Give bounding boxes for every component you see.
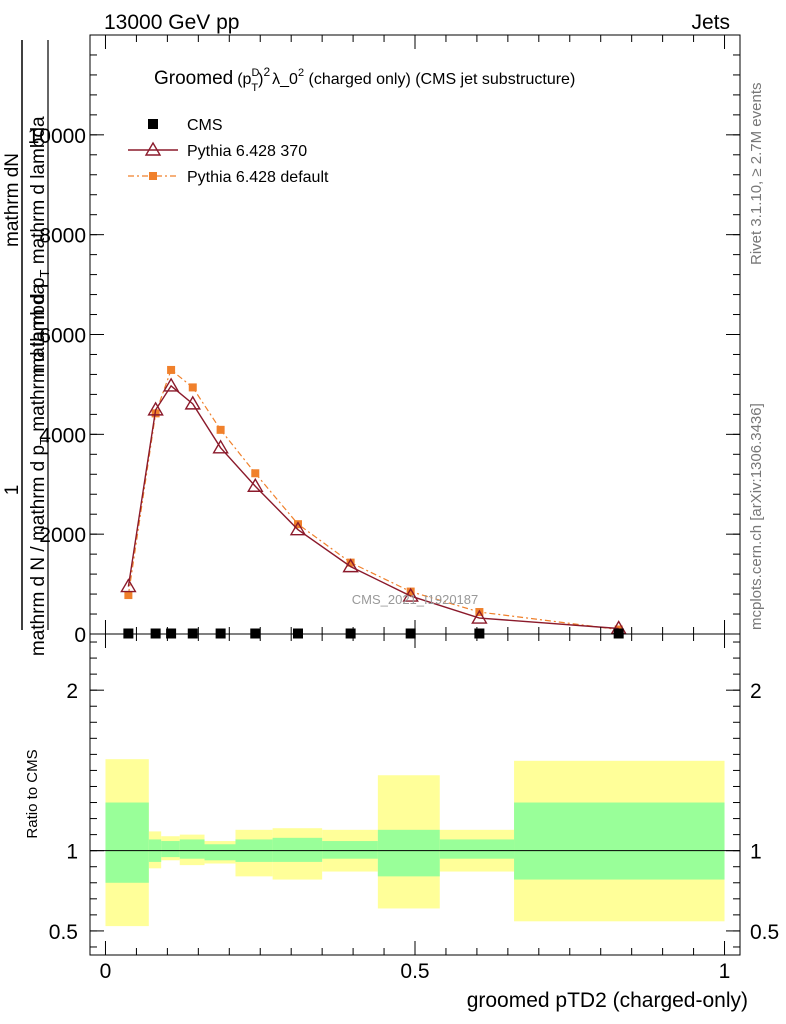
y-label-bottom: mathrm d N / mathrm d pT mathrm d lambda [28, 283, 52, 656]
legend-cms-marker [148, 119, 158, 129]
ratio-inner-band [179, 839, 205, 859]
mcplots-note: mcplots.cern.ch [arXiv:1306.3436] [748, 403, 765, 630]
series-pythia-default-point [251, 469, 260, 478]
series-pythia-default-point [188, 383, 197, 392]
series-pythia-370-point [342, 558, 359, 573]
ratio-y-tick-label-right: 0.5 [750, 921, 779, 944]
y-tick-label: 0 [74, 624, 86, 647]
legend-pdef-marker [149, 172, 157, 180]
legend-pdef-label: Pythia 6.428 default [187, 169, 329, 186]
ratio-inner-band [204, 844, 236, 861]
series-pythia-default-point [294, 520, 302, 529]
y-label-one: 1 [2, 485, 23, 496]
series-pythia-default-point [167, 365, 176, 374]
x-axis-label: groomed pTD2 (charged-only) [467, 989, 748, 1012]
energy-label: 13000 GeV pp [104, 11, 239, 34]
y-label-dN: mathrm dN [2, 153, 23, 247]
series-pythia-370-point [289, 521, 307, 536]
series-pythia-default-line [127, 368, 619, 631]
y-tick-label: 4000 [39, 424, 86, 447]
legend: CMS Pythia 6.428 370 Pythia 6.428 defaul… [128, 117, 329, 186]
y-label-top: mathrm d pT mathrm d lambda [28, 116, 52, 374]
series-pythia-370-point [247, 477, 264, 492]
ratio-y-tick-label: 2 [66, 680, 78, 703]
series-pythia-default-point [406, 587, 415, 596]
legend-p370-marker [144, 141, 162, 156]
rivet-note: Rivet 3.1.10, ≥ 2.7M events [748, 83, 765, 266]
x-tick-label: 1 [719, 960, 731, 983]
legend-cms-label: CMS [187, 117, 223, 134]
series-pythia-default-point [216, 425, 225, 434]
ratio-y-tick-label: 1 [66, 841, 78, 864]
jets-label: Jets [691, 11, 730, 34]
ratio-y-label: Ratio to CMS [24, 749, 41, 838]
series-pythia-370-line [127, 384, 619, 630]
series-pythia-370-point [402, 587, 419, 602]
ratio-inner-band [272, 837, 323, 862]
ratio-y-tick-label-right: 1 [750, 841, 762, 864]
x-tick-label: 0 [100, 960, 112, 983]
series-pythia-default-point [346, 558, 355, 567]
ratio-y-tick-label: 0.5 [49, 921, 78, 944]
ratio-inner-band [439, 839, 515, 859]
legend-p370-label: Pythia 6.428 370 [187, 143, 307, 160]
ratio-inner-band [161, 841, 180, 858]
series-pythia-370-point [184, 395, 201, 410]
y-tick-label: 8000 [39, 225, 86, 248]
plot-title: Groomed (pD T)2 λ_02 (charged only) (CMS je… [154, 65, 575, 94]
y-axis-label: 1 mathrm dN mathrm d pT mathrm d lambda … [2, 40, 52, 656]
ratio-inner-band [377, 829, 440, 877]
series-pythia-370-point [212, 439, 229, 454]
main-panel: 0 2000 4000 6000 8000 10000 Groomed (pD T)2 λ_02… [28, 34, 741, 647]
ratio-panel: 0.5 0.5 1 1 2 2 0 0.5 1 [49, 633, 779, 983]
ratio-inner-band [105, 802, 149, 883]
ratio-inner-band [322, 841, 378, 859]
series-pythia-370-point [162, 377, 180, 392]
ratio-inner-band [514, 802, 725, 880]
series-pythia-370-point [471, 609, 488, 624]
x-tick-label: 0.5 [400, 960, 429, 983]
y-tick-label: 6000 [39, 325, 86, 348]
series-pythia-default-point [124, 591, 133, 600]
series-pythia-370-point [147, 401, 164, 416]
y-tick-label: 10000 [28, 125, 86, 148]
analysis-watermark: CMS_2021_I1920187 [352, 592, 479, 607]
y-tick-label: 2000 [39, 524, 86, 547]
series-pythia-370-point [120, 578, 137, 593]
ratio-y-tick-label-right: 2 [750, 680, 762, 703]
